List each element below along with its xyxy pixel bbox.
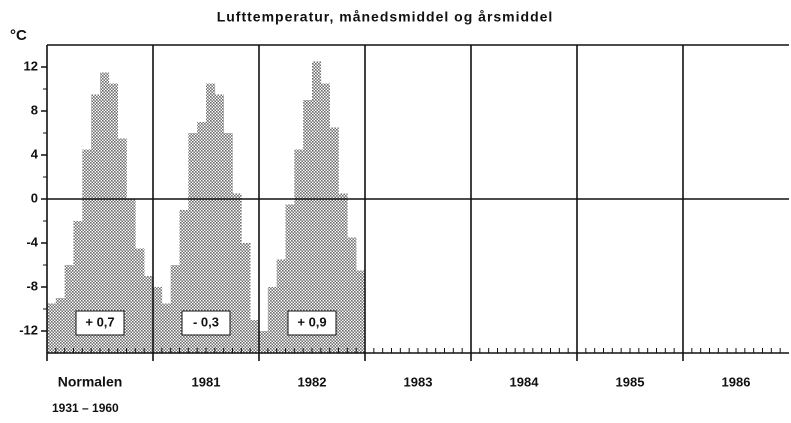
- bar: [285, 204, 295, 353]
- bar: [214, 94, 224, 353]
- bar: [100, 72, 110, 353]
- y-tick-label: -12: [19, 322, 38, 337]
- bar: [47, 303, 57, 353]
- bar: [276, 259, 286, 353]
- x-tick-label: 1983: [404, 374, 433, 389]
- x-tick-label: 1982: [298, 374, 327, 389]
- bar: [153, 287, 163, 353]
- bar: [232, 193, 242, 353]
- bar: [179, 210, 189, 353]
- annual-mean-label: - 0,3: [193, 314, 219, 329]
- bar: [347, 237, 357, 353]
- bar: [197, 122, 207, 353]
- annual-mean-label: + 0,7: [85, 314, 114, 329]
- bar: [144, 276, 154, 353]
- bar: [338, 193, 348, 353]
- annual-mean-box: [75, 310, 125, 336]
- bar: [126, 199, 136, 353]
- bar: [250, 320, 260, 353]
- chart-title: Lufttemperatur, månedsmiddel og årsmidde…: [217, 9, 554, 25]
- x-tick-label: Normalen: [58, 374, 123, 390]
- bar: [294, 149, 304, 353]
- bar: [135, 248, 145, 353]
- bar: [223, 133, 233, 353]
- bar: [259, 331, 269, 353]
- x-tick-label: 1984: [510, 374, 540, 389]
- bar: [320, 83, 330, 353]
- y-axis-label: °C: [10, 27, 27, 44]
- y-tick-label: -4: [26, 234, 38, 249]
- bar: [312, 61, 322, 353]
- annual-mean-box: [287, 310, 337, 336]
- annual-mean-label: + 0,9: [297, 314, 326, 329]
- x-tick-label: 1986: [722, 374, 751, 389]
- bar: [303, 100, 313, 353]
- y-tick-label: 12: [24, 58, 38, 73]
- bar: [188, 133, 198, 353]
- bar: [267, 287, 277, 353]
- y-tick-label: 0: [31, 190, 38, 205]
- bar: [117, 138, 127, 353]
- x-tick-sublabel: 1931 – 1960: [52, 401, 119, 415]
- annual-mean-box: [181, 310, 231, 336]
- bar: [329, 127, 339, 353]
- y-tick-label: -8: [26, 278, 38, 293]
- bar: [55, 298, 65, 353]
- x-tick-label: 1981: [192, 374, 221, 389]
- bar: [356, 270, 366, 353]
- y-tick-label: 8: [31, 102, 38, 117]
- x-tick-label: 1985: [616, 374, 645, 389]
- bar: [108, 83, 118, 353]
- bar: [241, 243, 251, 353]
- bar: [206, 83, 216, 353]
- bar: [91, 94, 101, 353]
- bar: [73, 221, 83, 353]
- bar: [64, 265, 74, 353]
- bar: [82, 149, 92, 353]
- bar: [161, 303, 171, 353]
- bar: [170, 265, 180, 353]
- y-tick-label: 4: [31, 146, 39, 161]
